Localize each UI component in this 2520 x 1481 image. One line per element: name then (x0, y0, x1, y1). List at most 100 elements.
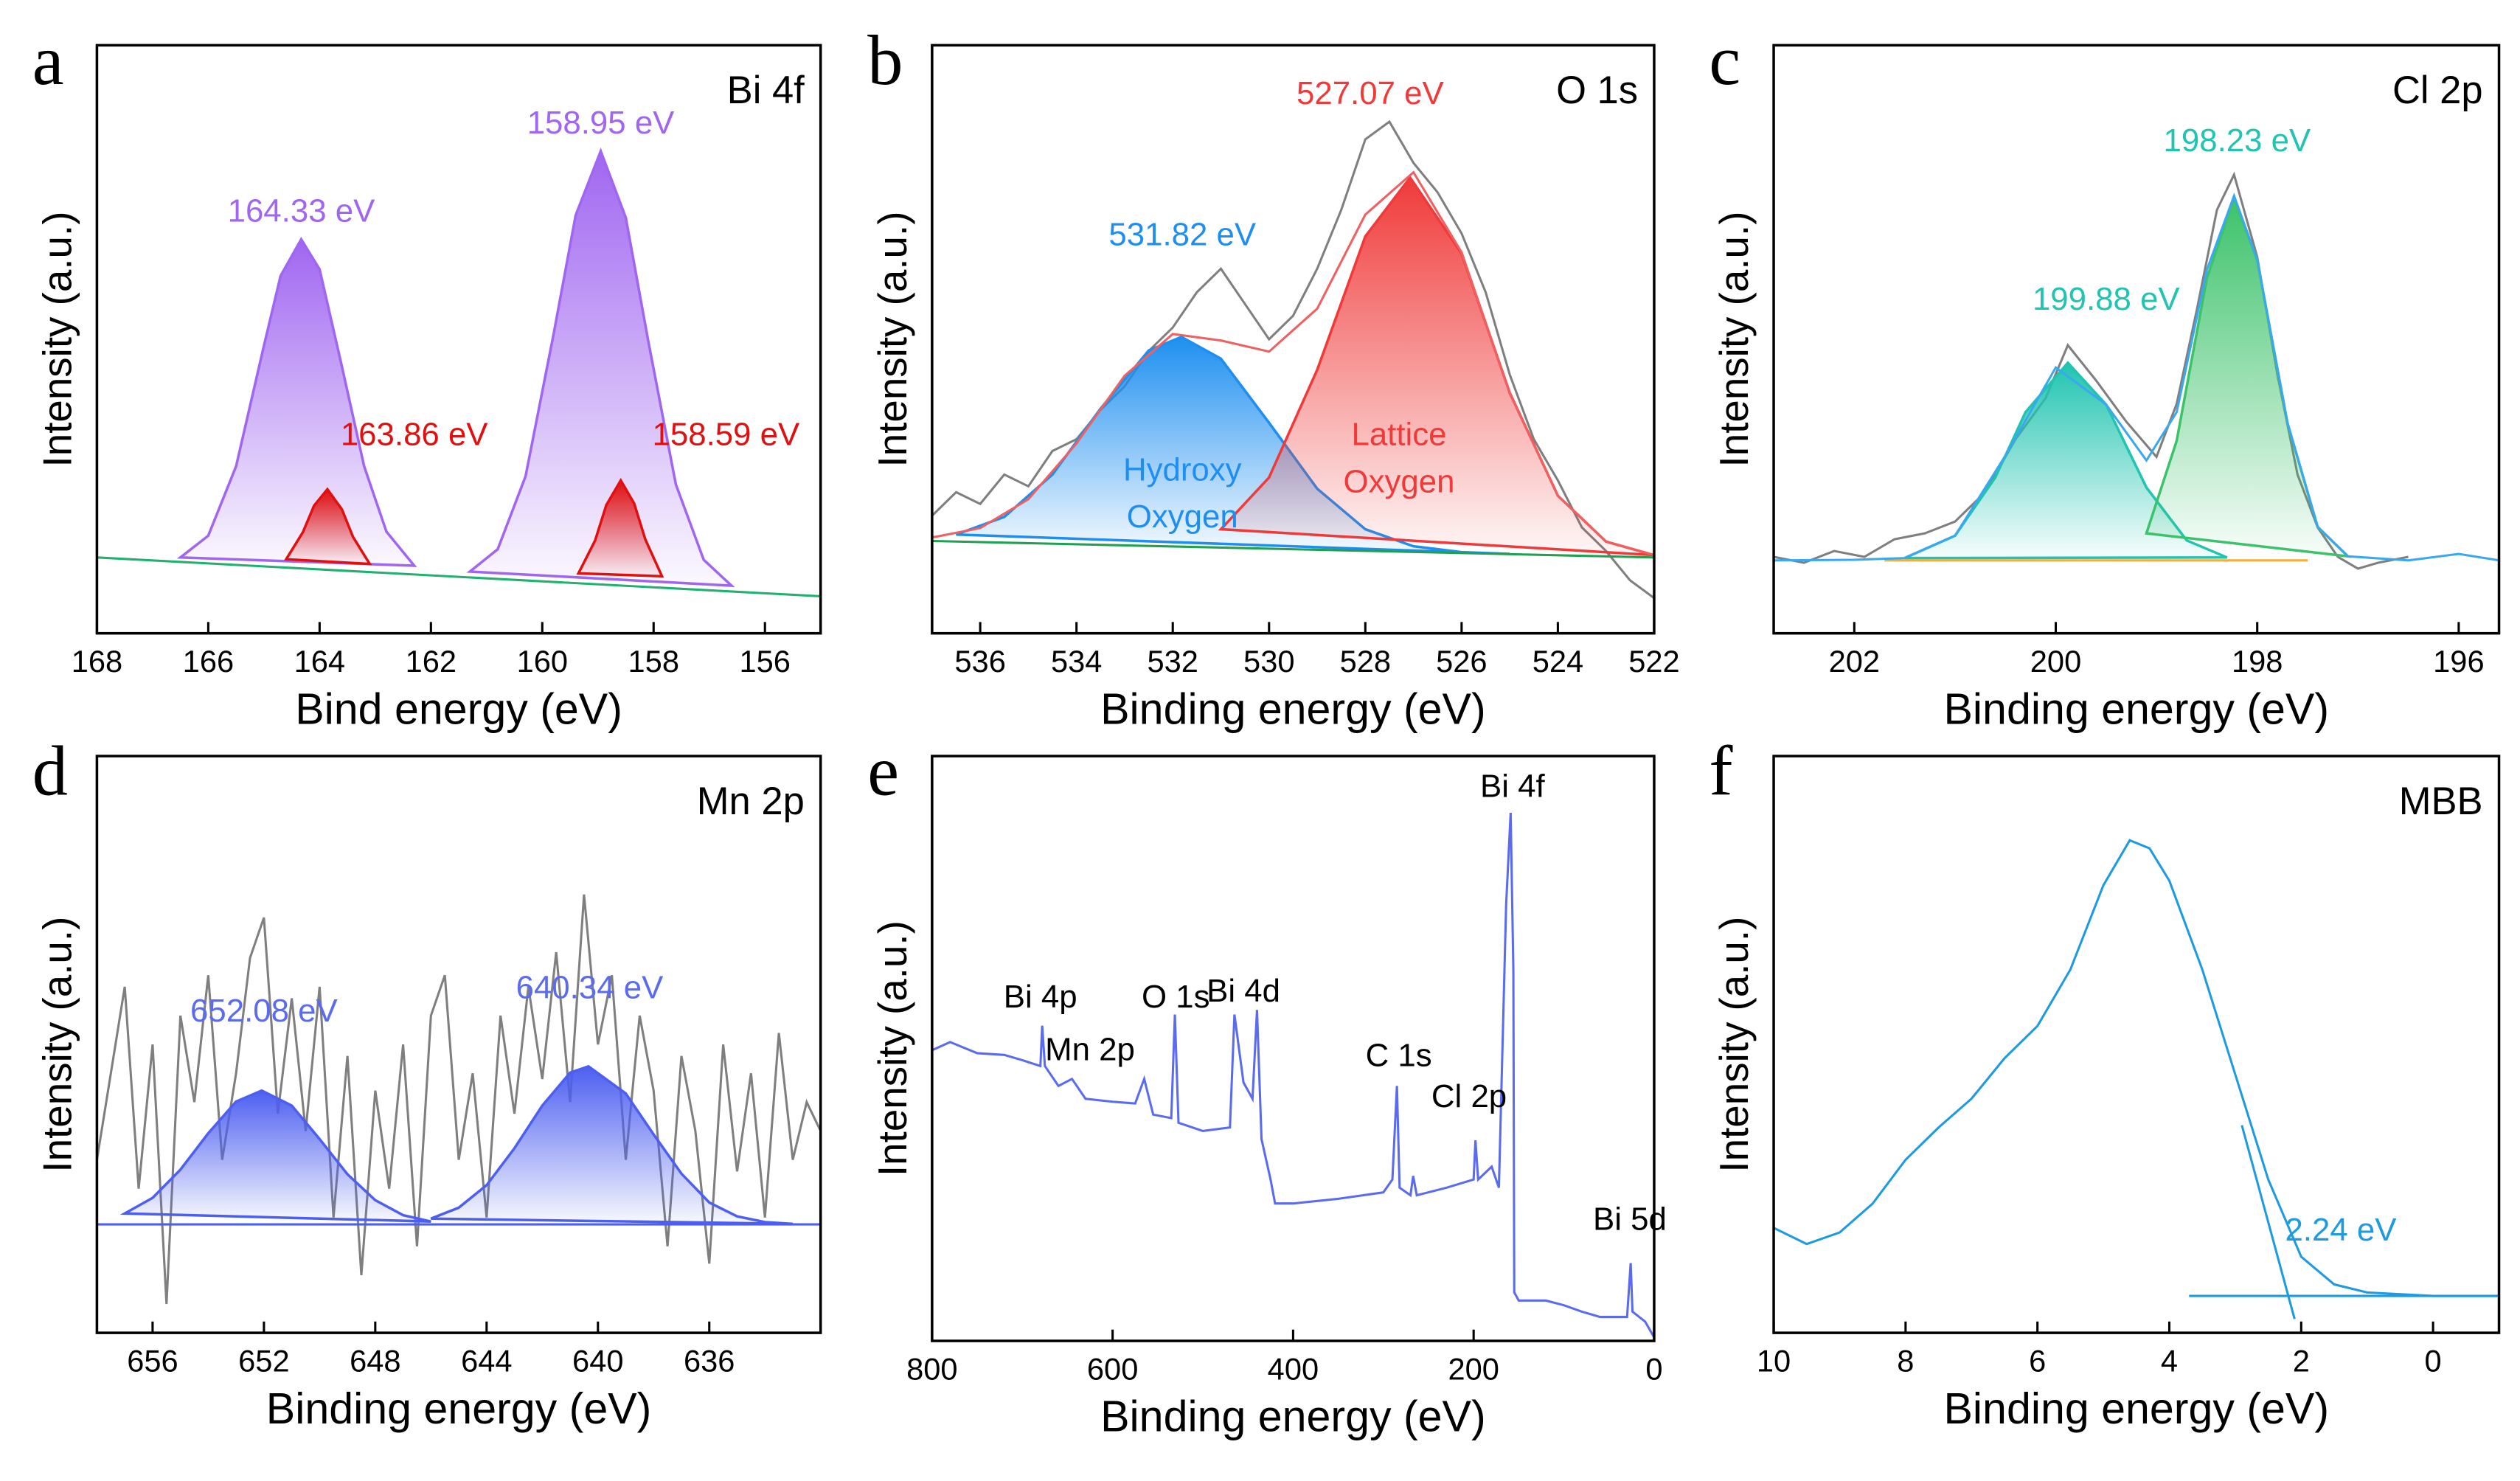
peak-area (176, 237, 417, 567)
y-axis-label: Intensity (a.u.) (1711, 212, 1757, 468)
x-tick-label: 200 (2030, 644, 2081, 679)
peak-area (466, 147, 735, 588)
peak-area (1903, 361, 2228, 560)
x-tick-label: 636 (684, 1344, 735, 1378)
curve (931, 119, 1654, 600)
x-tick-label: 202 (1829, 644, 1880, 679)
curve (931, 170, 1654, 557)
curve (97, 894, 821, 1305)
plot-frame (1772, 44, 2501, 635)
x-tick-label: 0 (2425, 1344, 2442, 1378)
x-tick-label: 196 (2433, 644, 2484, 679)
x-axis-label: Binding energy (eV) (1943, 1384, 2329, 1433)
x-tick-label: 164 (294, 644, 345, 679)
x-tick-label: 524 (1533, 644, 1583, 679)
x-tick-label: 158 (628, 644, 679, 679)
annotation: 531.82 eV (1108, 216, 1256, 252)
x-tick-label: 10 (1757, 1344, 1791, 1378)
annotation: 198.23 eV (2164, 122, 2311, 159)
curve (1774, 192, 2499, 562)
x-tick-label: 156 (740, 644, 791, 679)
x-axis-label: Binding energy (eV) (266, 1384, 652, 1433)
panel-letter: f (1709, 732, 1733, 811)
x-tick-label: 530 (1243, 644, 1294, 679)
x-tick-label: 522 (1628, 644, 1679, 679)
x-tick-label: 200 (1448, 1352, 1499, 1387)
x-tick-label: 532 (1148, 644, 1198, 679)
annotation: Cl 2p (1431, 1078, 1507, 1114)
x-tick-label: 162 (406, 644, 457, 679)
x-axis-label: Binding energy (eV) (1943, 684, 2329, 733)
y-axis-label: Intensity (a.u.) (34, 212, 80, 468)
x-axis-label: Binding energy (eV) (1100, 684, 1486, 733)
peak-area (284, 487, 372, 566)
x-tick-label: 2 (2293, 1344, 2310, 1378)
annotation: Mn 2p (1045, 1031, 1135, 1067)
y-axis-label: Intensity (a.u.) (869, 920, 915, 1176)
annotation: O 1s (1142, 979, 1210, 1015)
x-tick-label: 168 (72, 644, 122, 679)
x-tick-label: 400 (1268, 1352, 1319, 1387)
x-tick-label: 160 (517, 644, 568, 679)
x-tick-label: 166 (183, 644, 234, 679)
panel-letter: a (32, 21, 64, 100)
annotation: Bi 4f (1480, 769, 1545, 805)
curve (1774, 839, 2499, 1297)
peak-area (2145, 194, 2352, 558)
peak-area (119, 1089, 431, 1223)
annotation: 158.59 eV (653, 417, 800, 453)
plot-frame (1772, 755, 2501, 1334)
x-tick-label: 640 (572, 1344, 623, 1378)
x-tick-label: 652 (238, 1344, 289, 1378)
annotation: Bi 4p (1004, 979, 1077, 1015)
panel-letter: e (867, 732, 899, 811)
curve (931, 812, 1654, 1339)
x-tick-label: 198 (2232, 644, 2283, 679)
peak-area (430, 1064, 794, 1226)
curve (97, 556, 821, 597)
annotation: 163.86 eV (341, 417, 488, 453)
x-tick-label: 526 (1436, 644, 1487, 679)
x-tick-label: 656 (127, 1344, 178, 1378)
curve (2240, 1125, 2296, 1319)
annotation: Oxygen (1344, 463, 1455, 499)
plot-frame (95, 44, 822, 635)
y-axis-label: Intensity (a.u.) (1711, 917, 1757, 1173)
x-axis-label: Bind energy (eV) (295, 684, 622, 733)
panel-title: Mn 2p (697, 780, 805, 823)
y-axis-label: Intensity (a.u.) (869, 212, 915, 468)
x-tick-label: 6 (2029, 1344, 2046, 1378)
annotation: Bi 5d (1593, 1201, 1667, 1237)
x-tick-label: 8 (1897, 1344, 1914, 1378)
annotation: 640.34 eV (516, 970, 664, 1006)
annotation: 164.33 eV (228, 193, 375, 229)
x-tick-label: 644 (461, 1344, 512, 1378)
x-tick-label: 0 (1645, 1352, 1662, 1387)
curve (931, 539, 1654, 559)
annotation: Lattice (1351, 417, 1446, 453)
panel-title: Cl 2p (2392, 69, 2483, 112)
plot-frame (931, 44, 1656, 635)
x-axis-label: Binding energy (eV) (1100, 1392, 1486, 1441)
panel-letter: b (867, 21, 903, 100)
panel-title: O 1s (1556, 69, 1638, 112)
annotation: 199.88 eV (2033, 281, 2180, 317)
plot-frame (95, 755, 822, 1334)
x-tick-label: 800 (906, 1352, 957, 1387)
panel-title: Bi 4f (727, 69, 805, 112)
x-tick-label: 4 (2161, 1344, 2178, 1378)
annotation: Bi 4d (1207, 973, 1280, 1009)
x-tick-label: 600 (1087, 1352, 1138, 1387)
y-axis-label: Intensity (a.u.) (34, 917, 80, 1173)
annotation: 652.08 eV (190, 993, 338, 1029)
annotation: 2.24 eV (2285, 1212, 2397, 1248)
annotation: Hydroxy (1123, 451, 1242, 488)
annotation: C 1s (1366, 1037, 1432, 1073)
x-tick-label: 528 (1340, 644, 1391, 679)
peak-area (576, 477, 664, 578)
x-tick-label: 536 (954, 644, 1005, 679)
x-tick-label: 534 (1051, 644, 1102, 679)
annotation: 527.07 eV (1297, 75, 1444, 111)
panel-letter: d (32, 732, 68, 811)
